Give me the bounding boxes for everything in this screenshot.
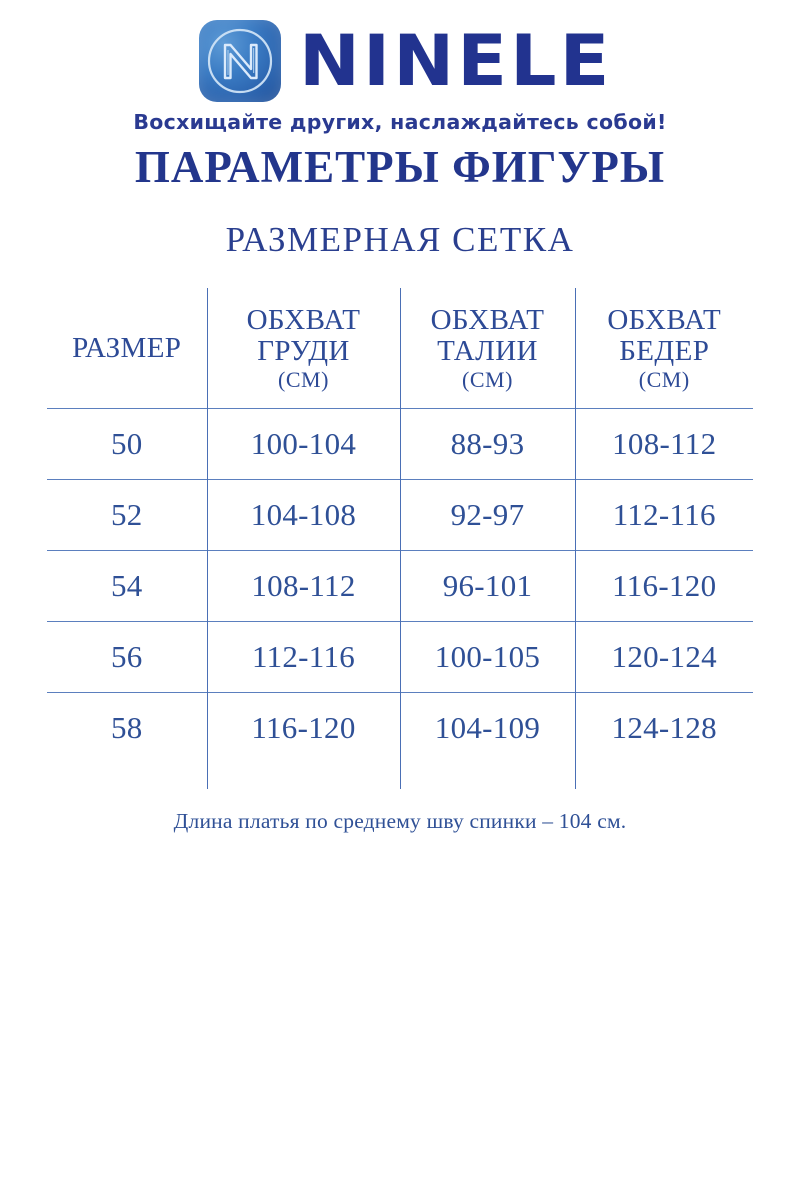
size-chart-table: РАЗМЕР ОБХВАТ ГРУДИ (СМ) ОБХВАТ ТАЛИИ (С… <box>47 288 753 764</box>
cell-hips: 108-112 <box>574 408 753 480</box>
column-header-hips-line1: ОБХВАТ <box>607 303 722 336</box>
table-body: 50 100-104 88-93 108-112 52 104-108 92-9… <box>47 408 753 764</box>
cell-waist: 96-101 <box>399 550 575 622</box>
brand-header: NINELE Восхищайте других, наслаждайтесь … <box>0 0 800 134</box>
cell-size: 50 <box>110 426 143 462</box>
cell-size: 52 <box>110 497 143 533</box>
column-divider-3 <box>575 763 576 790</box>
cell-size: 56 <box>110 639 143 675</box>
column-divider-2 <box>400 763 401 790</box>
ninele-monogram-icon <box>199 20 282 102</box>
table-divider-tail <box>47 763 753 790</box>
cell-waist: 100-105 <box>399 621 575 693</box>
cell-hips: 116-120 <box>574 550 753 622</box>
dress-length-note: Длина платья по среднему шву спинки – 10… <box>173 809 627 834</box>
column-header-bust-line1: ОБХВАТ <box>246 303 361 336</box>
cell-waist: 92-97 <box>399 479 575 551</box>
size-chart-section: РАЗМЕР ОБХВАТ ГРУДИ (СМ) ОБХВАТ ТАЛИИ (С… <box>47 288 753 790</box>
brand-wordmark: NINELE <box>299 20 613 102</box>
column-header-hips: ОБХВАТ БЕДЕР (СМ) <box>574 288 753 409</box>
page-subtitle: РАЗМЕРНАЯ СЕТКА <box>225 219 575 259</box>
column-header-size-label: РАЗМЕР <box>72 331 182 364</box>
column-header-waist: ОБХВАТ ТАЛИИ (СМ) <box>399 288 575 409</box>
table-row: 58 116-120 104-109 124-128 <box>47 692 753 764</box>
brand-lockup: NINELE <box>199 18 610 104</box>
cell-hips: 120-124 <box>574 621 753 693</box>
column-header-waist-unit: (СМ) <box>462 367 513 393</box>
cell-bust: 108-112 <box>206 550 400 622</box>
table-header-row: РАЗМЕР ОБХВАТ ГРУДИ (СМ) ОБХВАТ ТАЛИИ (С… <box>47 288 753 409</box>
column-header-bust-line2: ГРУДИ <box>257 335 350 368</box>
cell-waist: 88-93 <box>399 408 575 480</box>
brand-tagline: Восхищайте других, наслаждайтесь собой! <box>133 110 667 134</box>
cell-hips: 124-128 <box>574 692 753 764</box>
table-header: РАЗМЕР ОБХВАТ ГРУДИ (СМ) ОБХВАТ ТАЛИИ (С… <box>47 288 753 409</box>
column-header-hips-line2: БЕДЕР <box>619 335 710 368</box>
cell-size: 58 <box>110 710 143 746</box>
column-header-bust: ОБХВАТ ГРУДИ (СМ) <box>206 288 400 409</box>
column-header-size: РАЗМЕР <box>47 288 207 409</box>
page-title: ПАРАМЕТРЫ ФИГУРЫ <box>134 142 666 192</box>
cell-bust: 112-116 <box>206 621 400 693</box>
column-header-bust-unit: (СМ) <box>278 367 329 393</box>
table-row: 50 100-104 88-93 108-112 <box>47 408 753 480</box>
column-header-waist-line1: ОБХВАТ <box>430 303 545 336</box>
cell-hips: 112-116 <box>574 479 753 551</box>
cell-size: 54 <box>110 568 143 604</box>
table-row: 56 112-116 100-105 120-124 <box>47 621 753 693</box>
table-row: 54 108-112 96-101 116-120 <box>47 550 753 622</box>
cell-waist: 104-109 <box>399 692 575 764</box>
cell-bust: 116-120 <box>206 692 400 764</box>
cell-bust: 104-108 <box>206 479 400 551</box>
table-row: 52 104-108 92-97 112-116 <box>47 479 753 551</box>
column-header-hips-unit: (СМ) <box>638 367 690 393</box>
cell-bust: 100-104 <box>206 408 400 480</box>
column-header-waist-line2: ТАЛИИ <box>437 335 538 368</box>
column-divider-1 <box>207 763 208 790</box>
